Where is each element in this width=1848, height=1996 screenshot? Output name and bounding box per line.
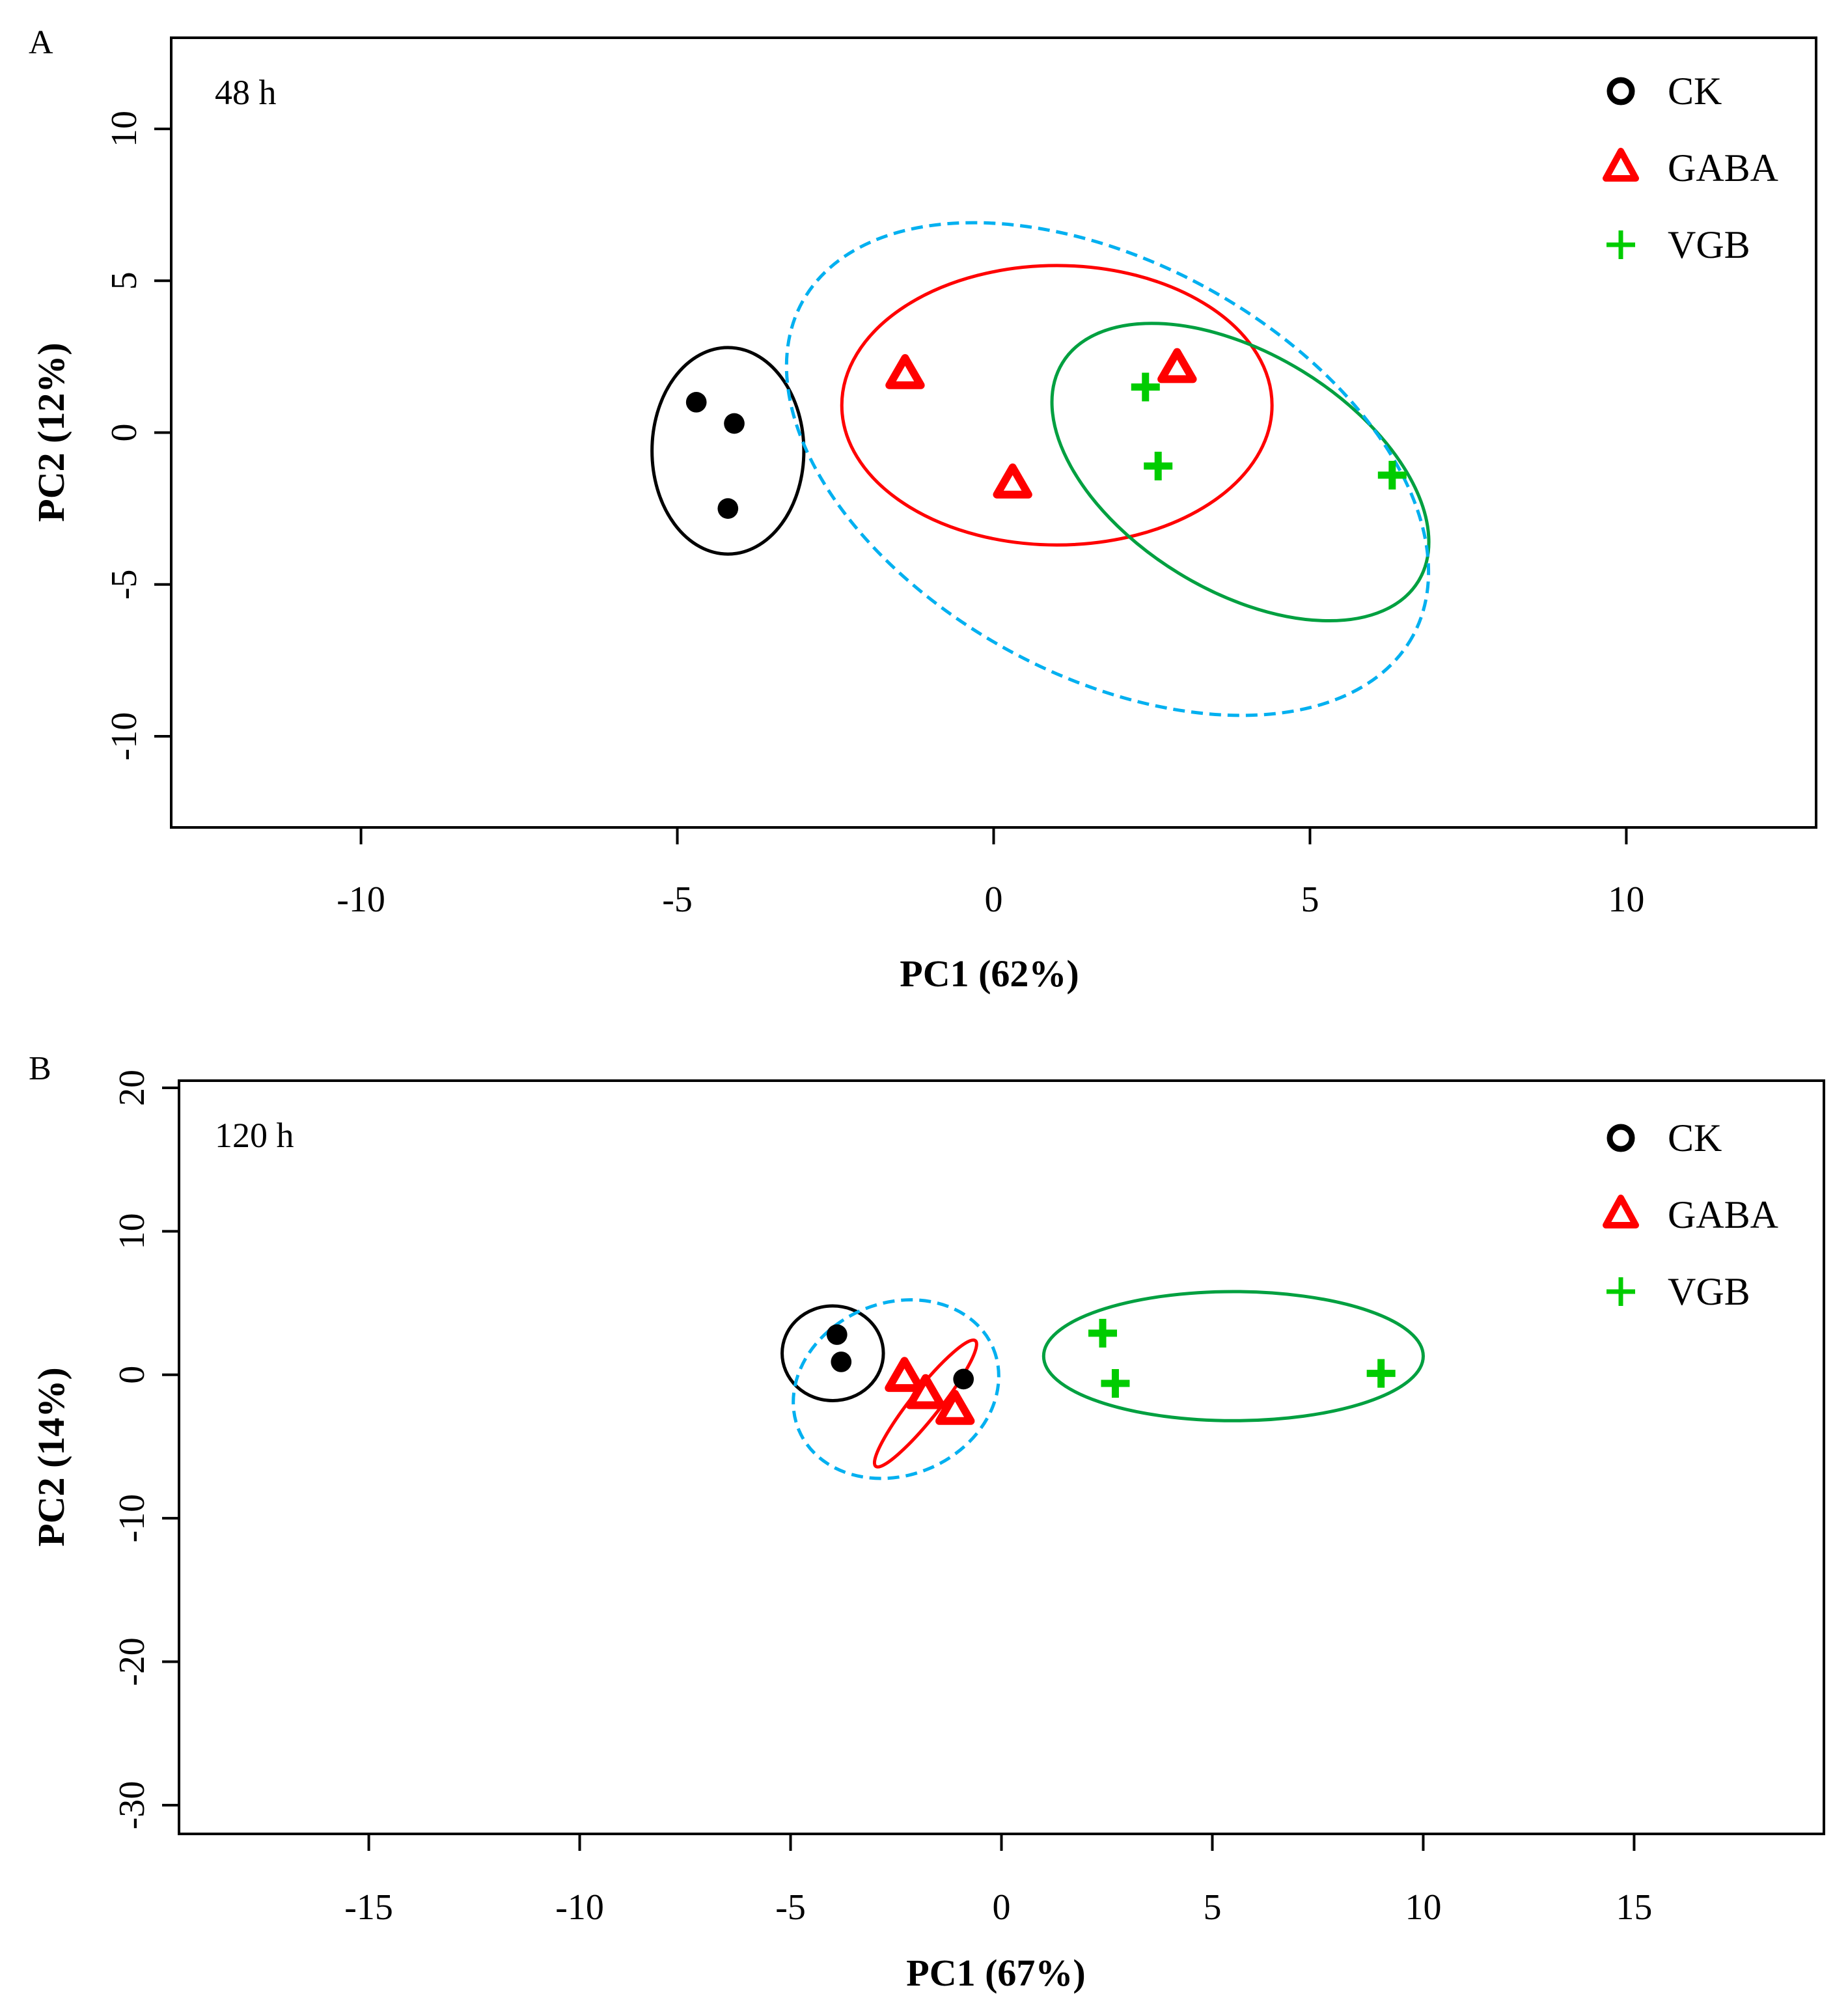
panel-b-label: B [29,1050,51,1087]
panel-b-y-tick-label: -10 [112,1494,152,1543]
panel-b-confidence-ellipse-1 [780,1304,885,1402]
panel-a-point-ck [717,498,739,519]
panel-b-y-tick-label: 20 [112,1070,152,1106]
panel-a-confidence-ellipse-1 [650,346,806,556]
panel-a-x-tick-label: 5 [1301,880,1319,920]
panel-b-x-axis-title: PC1 (67%) [906,1952,1085,1994]
panel-a-confidence-ellipse-3 [1050,322,1431,623]
panel-b-x-tick-label: 15 [1616,1887,1652,1928]
panel-b-y-tick-label: -30 [112,1781,152,1830]
panel-a-point-gaba [1157,348,1197,383]
panel-a-label: A [29,24,53,61]
panel-a-y-tick-label: 10 [104,111,145,147]
panel-b-x-tick-label: 5 [1203,1887,1221,1928]
panel-b-plot-layer: -15 -10 -5 0 5 10 15 -30 -20 -10 0 10 20 CK GABA VGB [112,1070,1778,1928]
panel-a-point-gaba [885,353,925,389]
panel-a-y-tick-label: 0 [104,424,145,442]
panel-a-point-vgb [1377,460,1407,490]
panel-a-x-axis-title: PC1 (62%) [900,952,1079,995]
panel-a-legend-marker-ck [1607,77,1635,105]
panel-b-legend-label-ck: CK [1668,1116,1722,1159]
panel-a-x-tick-label: 10 [1608,880,1644,920]
panel-b-confidence-ellipse-3 [1041,1290,1425,1422]
panel-a: A 48 h -10 -5 0 5 10 -10 -5 0 5 10 CK GABA VGB PC1 (… [29,24,1817,995]
panel-a-confidence-ellipse-4 [784,221,1431,717]
panel-a-x-tick-label: -5 [662,880,693,920]
panel-a-point-ck [685,392,707,413]
panel-b-point-gaba [905,1374,946,1409]
panel-a-confidence-ellipse-2 [840,264,1274,547]
panel-b-legend-label-gaba: GABA [1668,1193,1778,1236]
panel-a-legend-marker-gaba [1603,148,1639,182]
panel-a-legend-label-ck: CK [1668,70,1722,113]
panel-a-y-tick-label: -10 [104,712,145,761]
panel-a-plot-frame [170,36,1817,829]
panel-b-legend-marker-gaba [1603,1195,1639,1228]
panel-a-point-vgb [1131,372,1160,402]
panel-b-time-label: 120 h [215,1116,294,1155]
panel-b-legend-marker-ck [1607,1124,1635,1152]
panel-a-point-ck [724,413,745,434]
panel-a-plot-layer: -10 -5 0 5 10 -10 -5 0 5 10 CK GABA VGB [104,70,1778,920]
panel-b-point-gaba [935,1389,975,1425]
panel-a-legend-label-vgb: VGB [1668,223,1750,266]
panel-a-legend-marker-vgb [1607,230,1635,259]
panel-a-x-tick-label: 0 [985,880,1003,920]
panel-b-y-tick-label: 10 [112,1213,152,1249]
panel-a-point-gaba [993,463,1032,499]
panel-b-point-gaba [885,1357,924,1393]
panel-b-y-tick-label: -20 [112,1637,152,1686]
panel-a-legend-label-gaba: GABA [1668,146,1778,189]
panel-b-x-tick-label: -10 [555,1887,604,1928]
panel-a-y-tick-label: 5 [104,271,145,290]
panel-b-x-tick-label: -5 [775,1887,806,1928]
panel-a-point-vgb [1144,451,1173,480]
panel-b-x-tick-label: 0 [993,1887,1011,1928]
panel-b-legend-marker-vgb [1607,1277,1635,1306]
panel-b-point-ck [831,1351,852,1372]
panel-b-confidence-ellipse-4 [792,1298,1000,1480]
panel-b-point-vgb [1088,1318,1118,1348]
panel-b-point-ck [953,1368,974,1390]
panel-b-y-tick-label: 0 [112,1366,152,1384]
panel-b-point-vgb [1101,1369,1130,1398]
panel-b-x-tick-label: -15 [344,1887,393,1928]
panel-b: B 120 h -15 -10 -5 0 5 10 15 -30 -20 -10 0 10 20 CK GA… [29,1050,1825,1994]
panel-a-time-label: 48 h [215,73,277,112]
panel-b-point-vgb [1366,1359,1396,1388]
panel-b-x-tick-label: 10 [1405,1887,1441,1928]
panel-a-y-axis-title: PC2 (12%) [30,342,72,521]
panel-a-y-tick-label: -5 [104,569,145,600]
panel-b-plot-frame [178,1079,1825,1835]
panel-b-legend-label-vgb: VGB [1668,1270,1750,1313]
panel-b-point-ck [826,1324,848,1345]
panel-a-x-tick-label: -10 [337,880,385,920]
panel-b-y-axis-title: PC2 (14%) [30,1367,72,1546]
